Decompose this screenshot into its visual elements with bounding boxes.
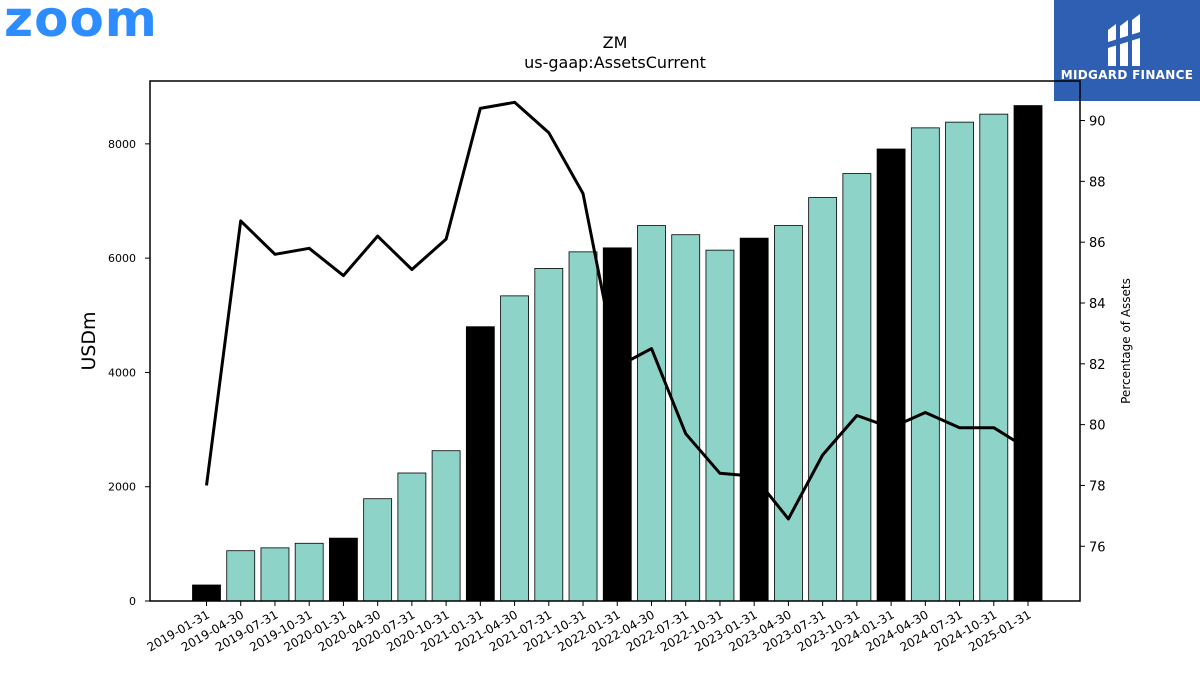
y-tick-label: 6000: [108, 252, 136, 265]
y-tick-label: 4000: [108, 366, 136, 379]
bar-2024-04-30: [910, 127, 940, 602]
bar-2024-07-31: [945, 121, 974, 602]
y-tick-label: 8000: [108, 138, 136, 151]
y2-tick-label: 84: [1089, 297, 1106, 312]
bar-2025-01-31: [1013, 105, 1043, 602]
bar-2023-01-31: [739, 237, 769, 602]
line-series: [205, 100, 1029, 521]
bar-2021-07-31: [534, 268, 564, 602]
bar-2024-01-31: [876, 148, 906, 602]
bar-2023-10-31: [842, 173, 872, 602]
y2-tick-label: 78: [1089, 479, 1106, 494]
bar-2022-10-31: [705, 249, 735, 602]
midgard-finance-logo: MIDGARD FINANCE: [1054, 0, 1200, 101]
midgard-finance-text: MIDGARD FINANCE: [1060, 68, 1194, 82]
y2-tick-label: 82: [1089, 358, 1106, 373]
y2-tick-label: 76: [1089, 540, 1106, 555]
bar-2019-04-30: [226, 550, 256, 602]
bar-2022-01-31: [602, 247, 632, 602]
bar-2020-01-31: [329, 537, 358, 602]
y-axis-label: USDm: [78, 311, 100, 370]
left-y-axis: 0 2000 4000 6000 8000: [108, 138, 150, 608]
bar-2022-04-30: [637, 225, 666, 602]
zoom-logo: zoom: [4, 0, 158, 48]
bar-2020-04-30: [363, 498, 393, 602]
bar-2019-10-31: [294, 542, 324, 602]
midgard-emblem-icon: [1108, 14, 1140, 66]
bar-2021-10-31: [568, 251, 598, 602]
y2-tick-label: 80: [1089, 419, 1106, 434]
bar-2019-07-31: [260, 547, 290, 602]
plot-frame: [149, 80, 1081, 602]
y2-tick-label: 90: [1089, 115, 1106, 130]
chart-title: ZM: [603, 33, 628, 52]
bar-2021-04-30: [500, 295, 529, 602]
y2-tick-label: 86: [1089, 236, 1106, 251]
bar-2022-07-31: [671, 234, 701, 602]
x-axis: 2019-01-312019-04-302019-07-312019-10-31…: [145, 601, 1034, 654]
chart-subtitle: us-gaap:AssetsCurrent: [524, 53, 706, 72]
right-y-axis-label: Percentage of Assets: [1119, 278, 1133, 404]
y2-tick-label: 88: [1089, 175, 1106, 190]
bar-2019-01-31: [192, 584, 221, 602]
bar-2020-10-31: [431, 450, 461, 602]
bar-2024-10-31: [979, 113, 1009, 602]
bar-2021-01-31: [465, 326, 495, 602]
bar-2023-04-30: [774, 225, 803, 602]
bar-2023-07-31: [808, 197, 838, 602]
y-tick-label: 0: [129, 595, 136, 608]
bar-2020-07-31: [397, 472, 427, 602]
y-tick-label: 2000: [108, 481, 136, 494]
bar-series: [192, 105, 1043, 602]
right-y-axis: 76 78 80 82 84 86 88 90: [1080, 115, 1106, 555]
